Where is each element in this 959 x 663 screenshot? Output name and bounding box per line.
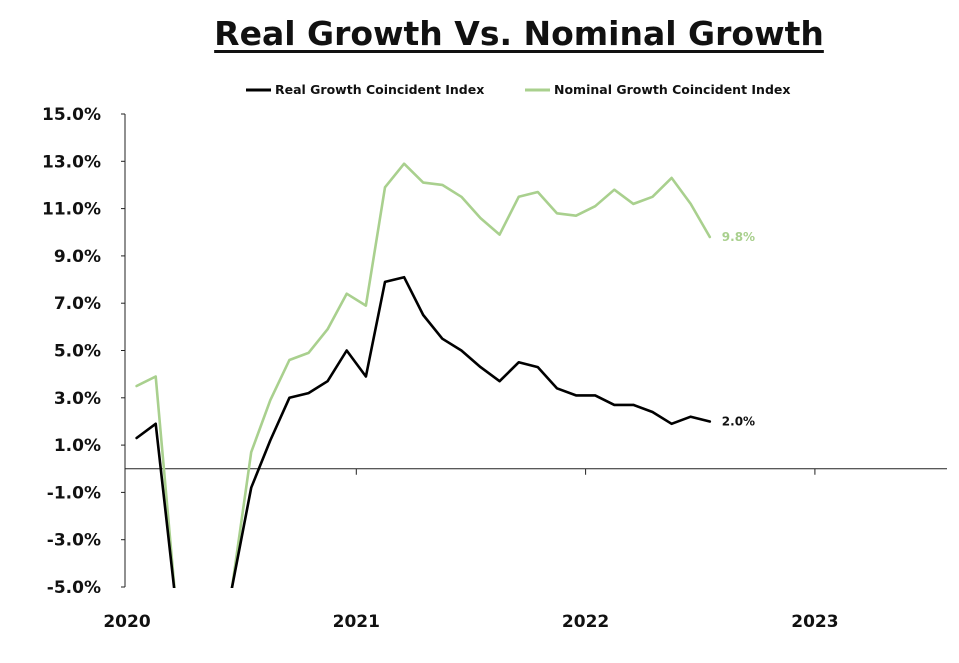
y-tick-label: -3.0% — [47, 531, 101, 551]
y-tick-label: 3.0% — [54, 389, 101, 409]
end-label-real: 2.0% — [722, 414, 755, 428]
y-tick-label: 15.0% — [42, 105, 101, 125]
y-axis-ticks: 15.0% 13.0% 11.0% 9.0% 7.0% 5.0% 3.0% 1.0% -1.0%… — [42, 105, 125, 598]
y-tick-label: 7.0% — [54, 294, 101, 314]
x-tick-label: 2020 — [103, 612, 150, 632]
series-line-nominal — [135, 162, 712, 588]
chart-title: Real Growth Vs. Nominal Growth — [214, 14, 824, 53]
legend-label-real: Real Growth Coincident Index — [275, 82, 484, 97]
y-tick-label: 11.0% — [42, 200, 101, 220]
y-tick-label: 13.0% — [42, 152, 101, 172]
end-labels: 9.8% 2.0% — [722, 230, 755, 428]
y-tick-label: 1.0% — [54, 436, 101, 456]
x-tick-label: 2021 — [333, 612, 380, 632]
y-tick-label: -1.0% — [47, 483, 101, 503]
y-tick-label: 5.0% — [54, 342, 101, 362]
x-axis-ticks: 2020 2021 2022 2023 — [103, 468, 839, 632]
legend-label-nominal: Nominal Growth Coincident Index — [554, 82, 790, 97]
x-tick-label: 2023 — [791, 612, 838, 632]
legend: Real Growth Coincident Index Nominal Gro… — [246, 82, 790, 97]
y-tick-label: -5.0% — [47, 578, 101, 598]
axes — [124, 114, 947, 587]
end-label-nominal: 9.8% — [722, 230, 755, 244]
y-tick-label: 9.0% — [54, 247, 101, 267]
x-tick-label: 2022 — [562, 612, 609, 632]
series-layer — [135, 162, 712, 588]
series-line-real — [135, 275, 712, 588]
